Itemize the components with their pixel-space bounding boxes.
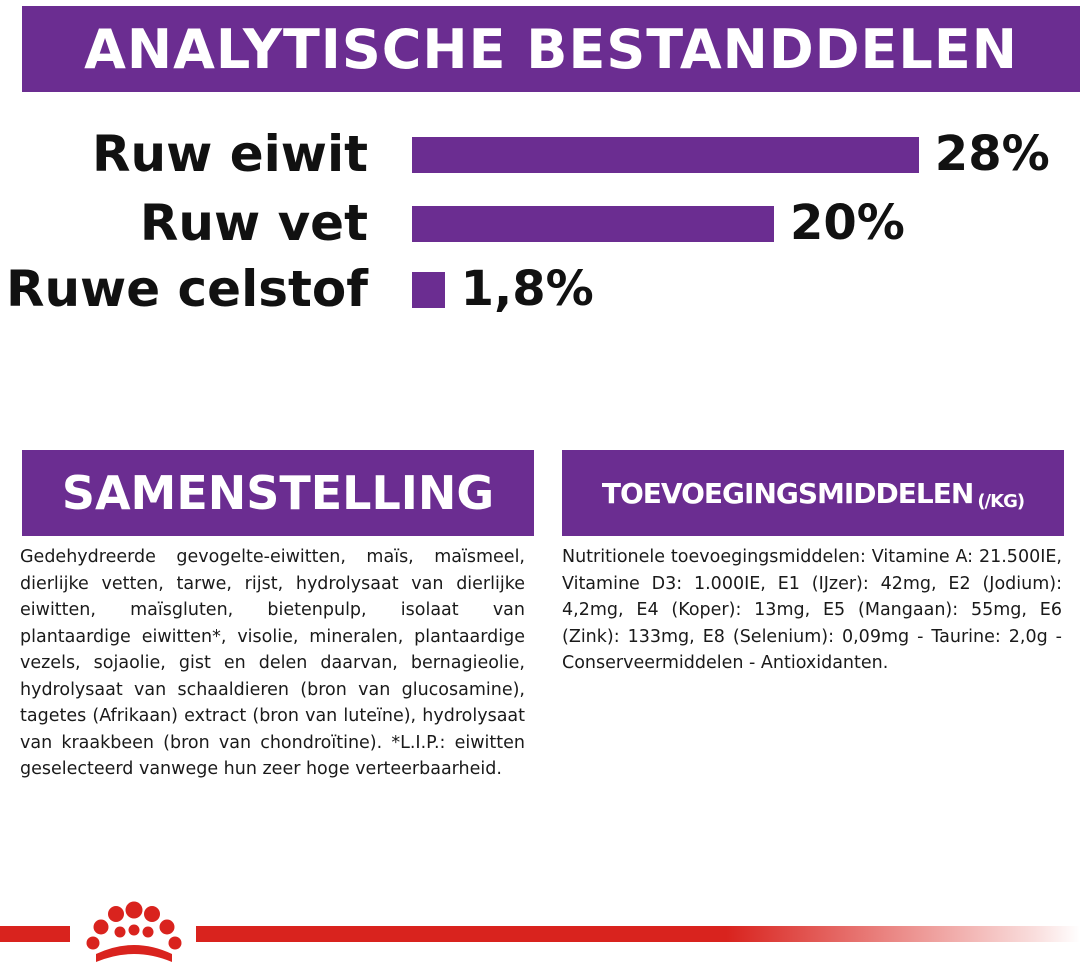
additives-title-banner: TOEVOEGINGSMIDDELEN (/kg) (562, 450, 1064, 536)
nutrient-bar (412, 206, 774, 242)
nutrient-percent: 20% (790, 195, 905, 251)
composition-text: Gedehydreerde gevogelte-eiwitten, maïs, … (20, 547, 525, 779)
nutrient-percent: 28% (934, 126, 1050, 182)
additives-title: TOEVOEGINGSMIDDELEN (601, 476, 974, 510)
royal-canin-crown-icon (86, 901, 182, 962)
nutrient-label: Ruwe celstof (5, 260, 368, 318)
nutrient-percent: 1,8% (460, 261, 594, 317)
footer-line-right (196, 926, 1080, 942)
nutrient-label: Ruw vet (139, 194, 368, 252)
composition-title: SAMENSTELLING (22, 450, 534, 536)
additives-unit: (/kg) (977, 491, 1025, 512)
nutrient-bar (412, 137, 919, 173)
additives-text: Nutritionele toevoegingsmiddelen: Vitami… (562, 547, 1062, 673)
footer-line-left (0, 926, 70, 942)
analysis-title: ANALYTISCHE BESTANDDELEN (22, 6, 1080, 92)
nutrient-label: Ruw eiwit (92, 125, 368, 183)
nutrient-bar (412, 272, 445, 308)
